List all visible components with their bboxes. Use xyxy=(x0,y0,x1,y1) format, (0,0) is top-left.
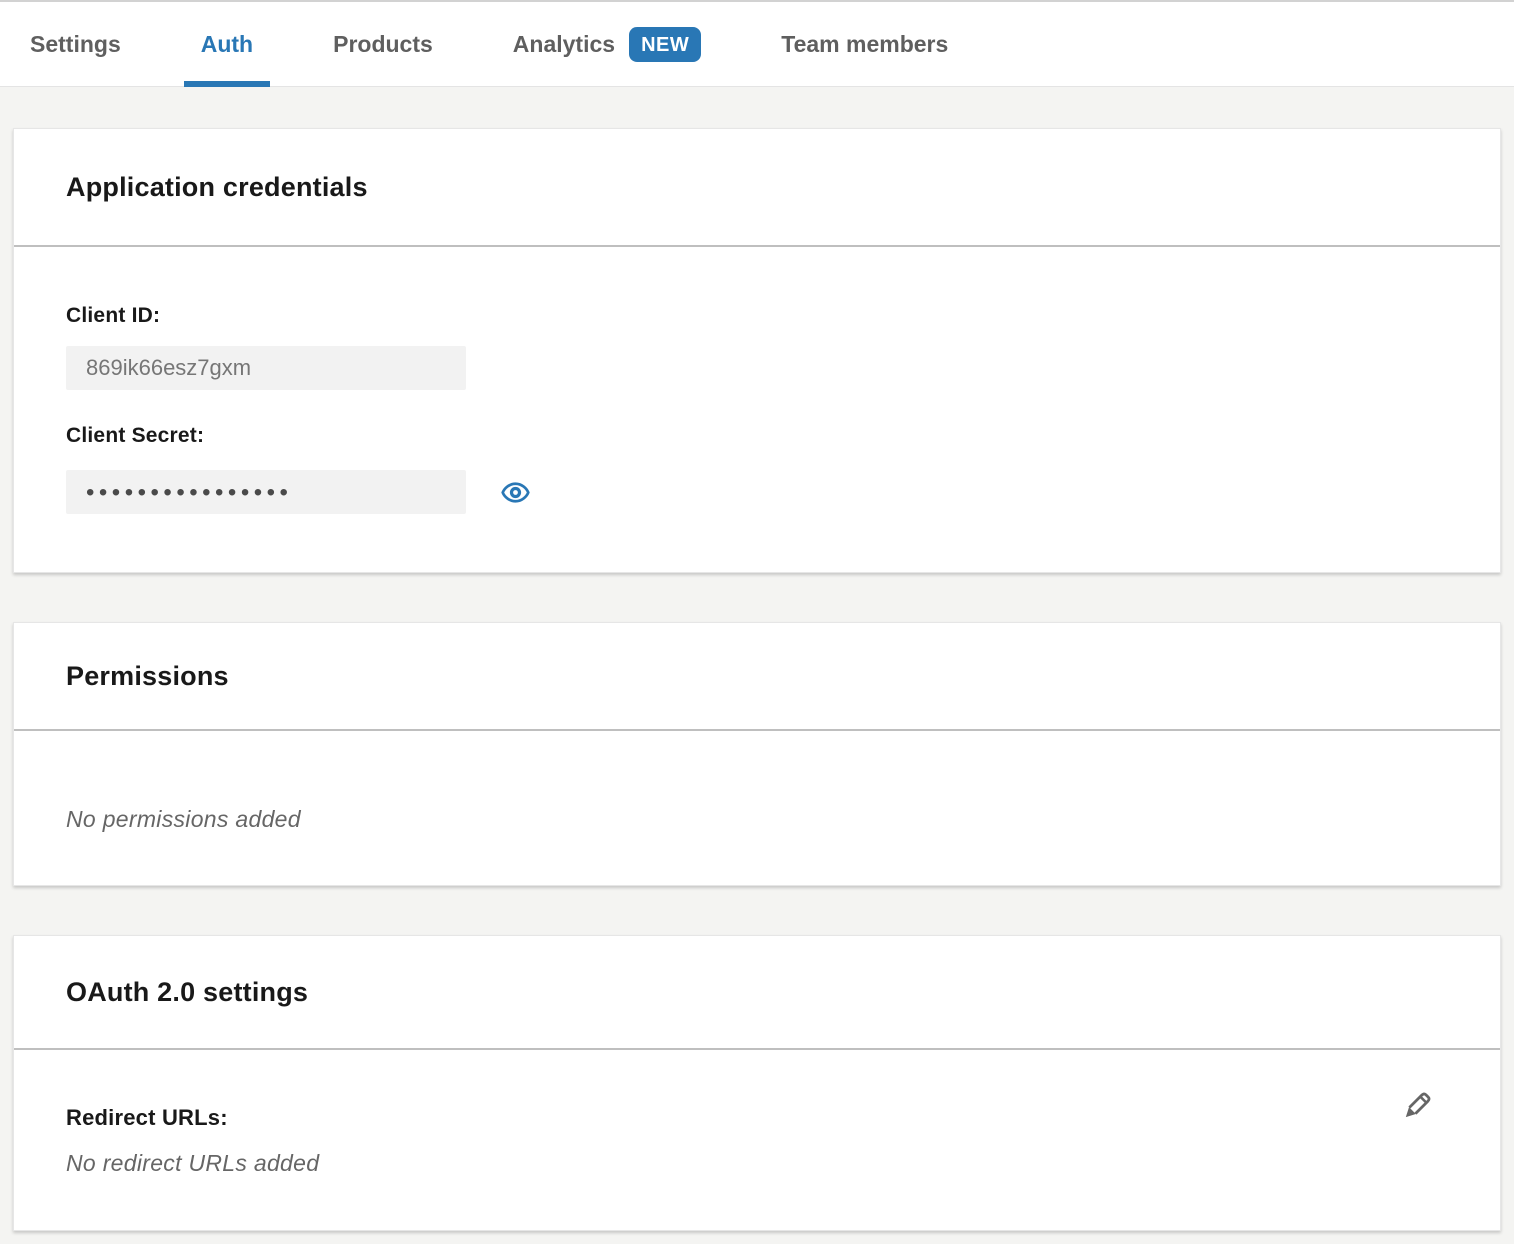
client-secret-row: •••••••••••••••• xyxy=(66,470,1448,514)
tab-analytics-label: Analytics xyxy=(512,30,616,57)
tab-products-label: Products xyxy=(333,30,433,57)
application-credentials-title: Application credentials xyxy=(66,171,368,202)
client-secret-masked-text: •••••••••••••••• xyxy=(86,479,293,506)
oauth-settings-title: OAuth 2.0 settings xyxy=(66,976,309,1007)
pencil-icon xyxy=(1405,1092,1431,1118)
client-secret-label: Client Secret: xyxy=(66,424,205,447)
edit-redirect-urls-button[interactable] xyxy=(1396,1083,1440,1127)
client-secret-value[interactable]: •••••••••••••••• xyxy=(66,470,466,514)
permissions-title: Permissions xyxy=(66,660,229,691)
tab-products[interactable]: Products xyxy=(333,2,433,86)
application-credentials-body: Client ID: 869ik66esz7gxm Client Secret:… xyxy=(14,247,1500,572)
tab-settings-label: Settings xyxy=(30,30,121,57)
redirect-urls-empty-text: No redirect URLs added xyxy=(66,1150,320,1176)
permissions-card: Permissions No permissions added xyxy=(13,622,1501,886)
client-id-value[interactable]: 869ik66esz7gxm xyxy=(66,346,466,390)
eye-icon xyxy=(500,481,530,503)
tab-team-members[interactable]: Team members xyxy=(781,2,948,86)
oauth-settings-body: Redirect URLs: No redirect URLs added xyxy=(14,1050,1500,1230)
main-content: Application credentials Client ID: 869ik… xyxy=(0,87,1514,1231)
tab-team-members-label: Team members xyxy=(781,30,949,57)
permissions-empty-text: No permissions added xyxy=(66,806,301,832)
application-credentials-header: Application credentials xyxy=(14,129,1500,247)
tab-analytics[interactable]: Analytics NEW xyxy=(512,2,702,86)
application-credentials-card: Application credentials Client ID: 869ik… xyxy=(13,128,1501,573)
oauth-settings-header: OAuth 2.0 settings xyxy=(14,936,1500,1050)
reveal-secret-button[interactable] xyxy=(499,476,531,508)
tab-bar: Settings Auth Products Analytics NEW Tea… xyxy=(0,0,1514,87)
redirect-urls-label: Redirect URLs: xyxy=(66,1105,228,1130)
tab-auth-label: Auth xyxy=(200,30,254,57)
tab-auth[interactable]: Auth xyxy=(183,2,271,87)
client-id-text: 869ik66esz7gxm xyxy=(86,355,252,380)
tab-settings[interactable]: Settings xyxy=(30,2,121,86)
permissions-header: Permissions xyxy=(14,623,1500,731)
new-badge: NEW xyxy=(629,26,702,62)
permissions-body: No permissions added xyxy=(14,731,1500,885)
oauth-settings-card: OAuth 2.0 settings Redirect URLs: No red… xyxy=(13,935,1501,1231)
client-id-label: Client ID: xyxy=(66,304,161,327)
